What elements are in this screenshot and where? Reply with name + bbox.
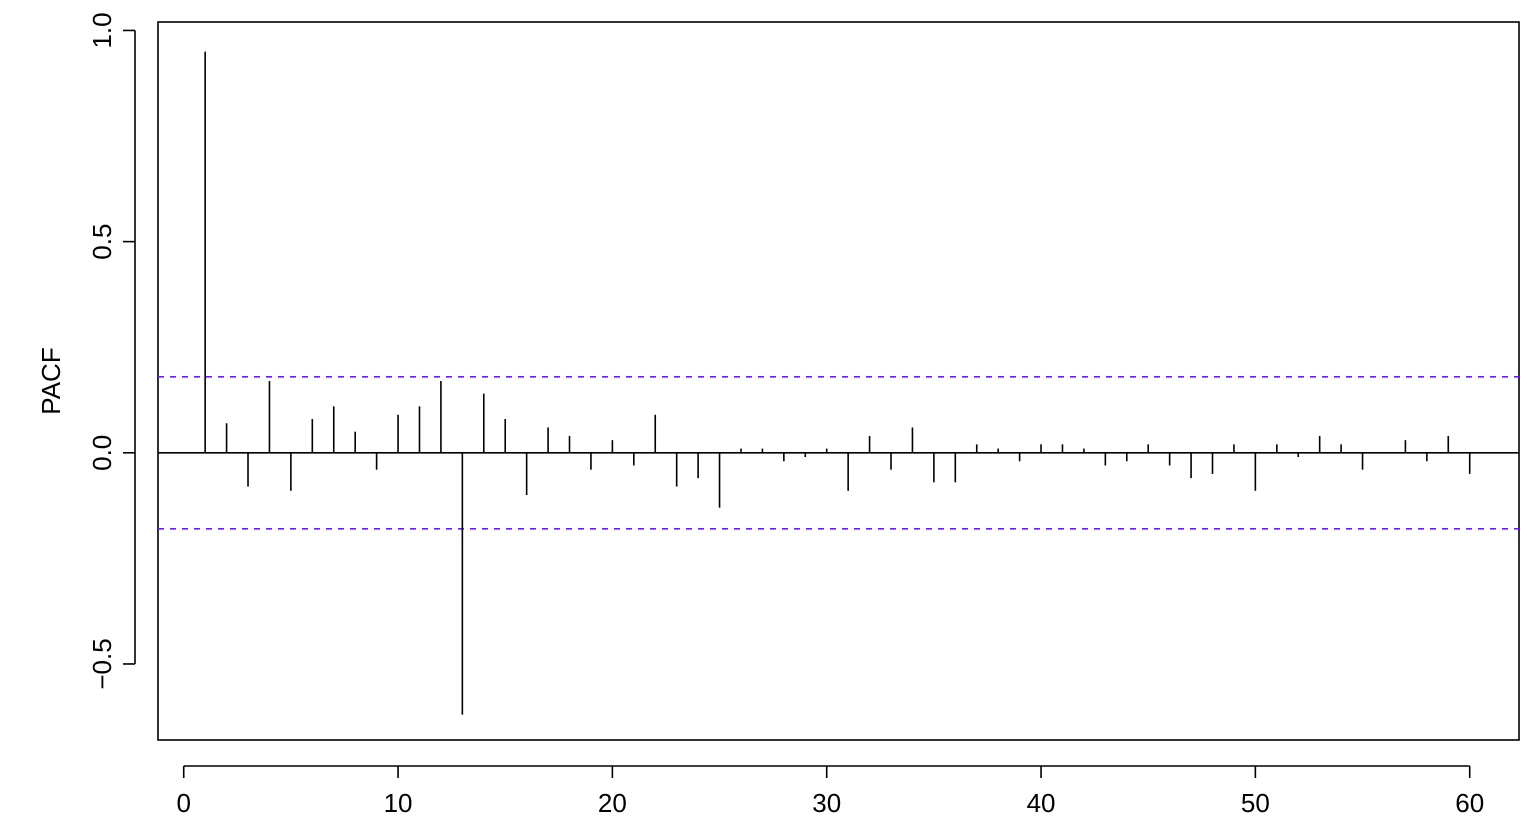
y-axis-ticks: −0.5 0.0 0.5 1.0 (87, 12, 135, 690)
x-tick-label: 20 (598, 788, 627, 818)
y-tick-label: 1.0 (87, 12, 117, 48)
x-tick-label: 10 (384, 788, 413, 818)
x-tick-label: 40 (1027, 788, 1056, 818)
y-axis-label: PACF (36, 347, 66, 414)
y-tick-label: −0.5 (87, 638, 117, 689)
x-tick-label: 0 (176, 788, 190, 818)
plot-frame (157, 21, 1520, 741)
y-tick-label: 0.0 (87, 435, 117, 471)
x-axis-ticks: 0 10 20 30 40 50 60 (176, 766, 1484, 818)
y-tick-label: 0.5 (87, 224, 117, 260)
x-tick-label: 50 (1241, 788, 1270, 818)
x-tick-label: 60 (1455, 788, 1484, 818)
pacf-spikes (204, 51, 1471, 715)
x-tick-label: 30 (812, 788, 841, 818)
